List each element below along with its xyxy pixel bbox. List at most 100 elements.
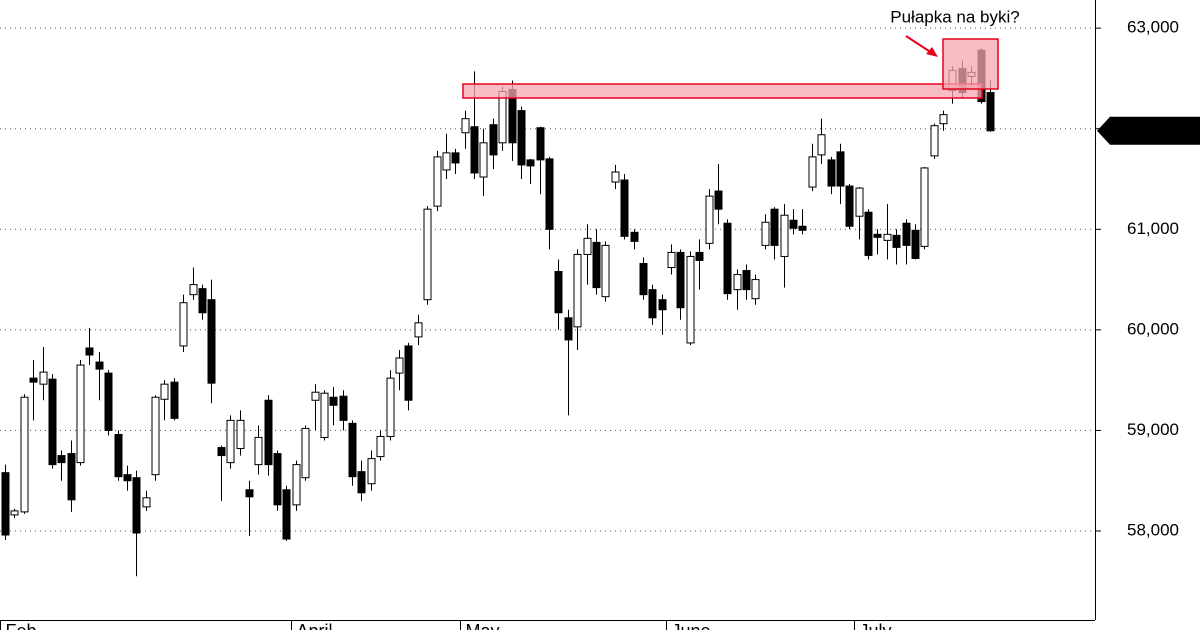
annotation-group: Pułapka na byki? xyxy=(462,7,1020,99)
x-tick-label: June xyxy=(672,621,711,630)
candle-body xyxy=(470,126,479,174)
candle-body xyxy=(648,289,657,319)
candle-body xyxy=(442,152,451,171)
y-tick-label: 63,000 xyxy=(1127,18,1179,37)
candle-body xyxy=(29,377,38,383)
candle-body xyxy=(339,395,348,421)
candle-body xyxy=(545,158,554,230)
candle-body xyxy=(723,222,732,295)
candle-body xyxy=(273,453,282,506)
candle-body xyxy=(20,396,29,513)
candle-body xyxy=(864,211,873,256)
candle-body xyxy=(179,302,188,347)
candle-body xyxy=(845,185,854,227)
candle-body xyxy=(498,91,507,144)
candle-body xyxy=(301,427,310,479)
candle-body xyxy=(873,233,882,238)
candle-body xyxy=(132,477,141,534)
candle-body xyxy=(489,124,498,156)
candle-body xyxy=(714,190,723,210)
candle-body xyxy=(282,489,291,540)
candle-body xyxy=(414,322,423,338)
resistance-zone xyxy=(462,83,983,99)
annotation-arrow xyxy=(905,35,933,54)
y-tick-label: 61,000 xyxy=(1127,219,1179,238)
arrow-head xyxy=(926,47,938,57)
candle-body xyxy=(207,299,216,384)
candle-body xyxy=(189,284,198,296)
candle-body xyxy=(245,489,254,498)
candle-body xyxy=(798,225,807,231)
candle-body xyxy=(320,392,329,438)
candle-body xyxy=(236,419,245,450)
candle-body xyxy=(123,474,132,482)
candle-body xyxy=(592,241,601,289)
candle-body xyxy=(198,288,207,314)
candle-body xyxy=(226,419,235,464)
candle-body xyxy=(151,396,160,476)
candle-body xyxy=(770,208,779,246)
x-tick-label: April xyxy=(297,621,333,630)
candle-body xyxy=(217,447,226,457)
candle-body xyxy=(526,159,535,167)
candle-body xyxy=(855,187,864,217)
candle-body xyxy=(170,381,179,419)
candle-body xyxy=(461,118,470,134)
candle-body xyxy=(517,110,526,166)
candle-body xyxy=(939,114,948,125)
candle-body xyxy=(742,270,751,291)
candle-body xyxy=(67,453,76,501)
y-tick-label: 59,000 xyxy=(1127,420,1179,439)
candle-body xyxy=(780,214,789,257)
candle-body xyxy=(686,255,695,344)
candle-body xyxy=(104,372,113,431)
candle-body xyxy=(705,195,714,244)
candle-body xyxy=(676,251,685,309)
candle-body xyxy=(827,159,836,187)
candle-body xyxy=(1,472,10,536)
candle-body xyxy=(292,464,301,506)
candle-body xyxy=(911,229,920,259)
candle-body xyxy=(930,125,939,157)
candle-body xyxy=(611,171,620,183)
candle-body xyxy=(142,497,151,508)
candle-body xyxy=(573,253,582,328)
candle-body xyxy=(639,262,648,296)
last-price-label: 61,979.5 xyxy=(1127,121,1193,140)
candle-body xyxy=(114,433,123,478)
candle-body xyxy=(733,274,742,291)
candle-body xyxy=(348,422,357,478)
candle-body xyxy=(986,92,995,132)
candle-body xyxy=(376,435,385,458)
candle-body xyxy=(751,279,760,300)
candle-body xyxy=(695,251,704,261)
x-tick-label: July xyxy=(860,621,892,630)
candle-body xyxy=(630,231,639,242)
candle-body xyxy=(817,134,826,156)
candle-body xyxy=(892,234,901,248)
candle-body xyxy=(451,152,460,164)
candle-body xyxy=(920,167,929,247)
y-tick-label: 60,000 xyxy=(1127,319,1179,338)
trap-zone xyxy=(942,38,999,90)
candle-body xyxy=(76,364,85,464)
candle-body xyxy=(479,142,488,178)
candle-body xyxy=(329,396,338,406)
x-tick-label: Feb xyxy=(6,621,37,630)
candle-body xyxy=(433,156,442,207)
candle-body xyxy=(554,271,563,314)
candle-body xyxy=(536,127,545,161)
candle-body xyxy=(564,317,573,341)
candle-body xyxy=(423,208,432,301)
candle-body xyxy=(57,455,66,464)
candle-body xyxy=(808,156,817,188)
candle-body xyxy=(667,251,676,269)
candle-body xyxy=(39,371,48,385)
candle-body xyxy=(883,233,892,241)
candle-body xyxy=(160,383,169,400)
candle-body xyxy=(601,244,610,298)
candle-body xyxy=(386,377,395,437)
candle-body xyxy=(367,458,376,485)
